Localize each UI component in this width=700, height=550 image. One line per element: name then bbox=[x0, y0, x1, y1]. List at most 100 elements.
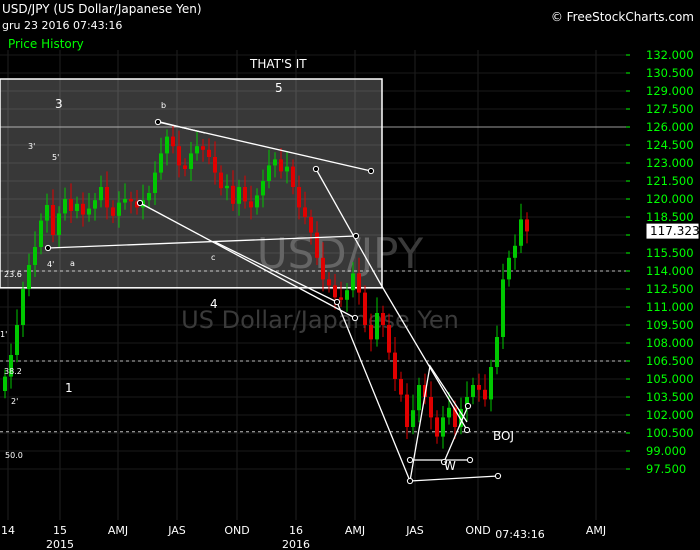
candle-body bbox=[273, 159, 277, 166]
candle-body bbox=[45, 205, 49, 221]
candle-body bbox=[489, 367, 493, 400]
label-wave-w: W bbox=[444, 459, 456, 473]
candle-body bbox=[321, 257, 325, 280]
y-tick-label: 127.500 bbox=[646, 102, 694, 116]
candle-body bbox=[297, 187, 301, 208]
y-tick-label: 99.000 bbox=[646, 444, 686, 458]
candle-body bbox=[135, 201, 139, 208]
candle-body bbox=[117, 202, 121, 216]
candle-body bbox=[177, 146, 181, 166]
candle-body bbox=[171, 136, 175, 147]
candle-body bbox=[141, 200, 145, 208]
candle-body bbox=[21, 289, 25, 325]
x-tick-label: OND bbox=[224, 524, 249, 537]
candle-body bbox=[237, 187, 241, 204]
candle-body bbox=[99, 187, 103, 201]
pivot-marker bbox=[352, 232, 360, 240]
candle-body bbox=[111, 207, 115, 216]
trend-line bbox=[315, 168, 468, 431]
label-thats-it: THAT'S IT bbox=[249, 57, 307, 71]
candle-body bbox=[261, 181, 265, 196]
trend-line bbox=[443, 405, 469, 463]
candle-body bbox=[213, 157, 217, 173]
candle-body bbox=[27, 265, 31, 289]
y-tick-label: 112.500 bbox=[646, 282, 694, 296]
candle-body bbox=[501, 279, 505, 337]
y-tick-label: 123.000 bbox=[646, 156, 694, 170]
pivot-marker bbox=[44, 244, 52, 252]
y-tick-label: 130.500 bbox=[646, 66, 694, 80]
trend-line bbox=[139, 202, 356, 319]
candle-body bbox=[519, 219, 523, 246]
y-tick-label: 124.500 bbox=[646, 138, 694, 152]
candle-body bbox=[189, 153, 193, 169]
chart-title: USD/JPY (US Dollar/Japanese Yen) bbox=[2, 2, 202, 16]
candle-body bbox=[255, 195, 259, 208]
candle-body bbox=[165, 136, 169, 154]
candle-body bbox=[477, 385, 481, 390]
y-tick-label: 103.500 bbox=[646, 390, 694, 404]
candle-body bbox=[225, 185, 229, 189]
y-tick-label: 97.500 bbox=[646, 462, 686, 476]
candle-body bbox=[75, 203, 79, 211]
pivot-marker bbox=[494, 472, 502, 480]
candle-body bbox=[447, 407, 451, 418]
pivot-marker bbox=[136, 199, 144, 207]
candle-body bbox=[459, 409, 463, 427]
candle-body bbox=[63, 199, 67, 214]
candle-body bbox=[303, 207, 307, 217]
candle-body bbox=[279, 159, 283, 172]
label-wave-5: 5 bbox=[275, 81, 283, 95]
candle-body bbox=[267, 165, 271, 181]
candle-body bbox=[357, 273, 361, 293]
label-fib-38-2: 38.2 bbox=[4, 367, 22, 376]
label-fib-23-6: 23.6 bbox=[4, 270, 22, 279]
y-tick-label: 108.000 bbox=[646, 336, 694, 350]
candle-body bbox=[231, 185, 235, 204]
y-tick-label: 106.500 bbox=[646, 354, 694, 368]
pivot-marker bbox=[463, 426, 471, 434]
candle-body bbox=[333, 285, 337, 298]
candle-body bbox=[285, 166, 289, 172]
candle-body bbox=[39, 220, 43, 247]
pivot-marker bbox=[154, 118, 162, 126]
pivot-marker bbox=[312, 165, 320, 173]
candle-body bbox=[309, 217, 313, 233]
bottom-time: 07:43:16 bbox=[495, 528, 544, 541]
pivot-marker bbox=[406, 456, 414, 464]
y-tick-label: 102.000 bbox=[646, 408, 694, 422]
candle-body bbox=[525, 219, 529, 232]
candle-body bbox=[57, 213, 61, 235]
y-tick-label: 118.500 bbox=[646, 210, 694, 224]
x-tick-label: 16 bbox=[289, 524, 303, 537]
candle-body bbox=[375, 313, 379, 340]
y-tick-label: 120.000 bbox=[646, 192, 694, 206]
candle-body bbox=[399, 379, 403, 395]
pivot-marker bbox=[406, 477, 414, 485]
candle-body bbox=[33, 247, 37, 265]
candle-body bbox=[513, 245, 517, 258]
label-wave-1-prime: 1' bbox=[0, 330, 7, 339]
chart-datetime: gru 23 2016 07:43:16 bbox=[2, 19, 123, 32]
label-wave-4-prime: 4' bbox=[47, 260, 54, 269]
y-tick-label: 121.500 bbox=[646, 174, 694, 188]
candle-body bbox=[363, 292, 367, 325]
candle-body bbox=[69, 199, 73, 211]
candle-body bbox=[195, 146, 199, 154]
x-tick-label: AMJ bbox=[586, 524, 606, 537]
candle-body bbox=[15, 325, 19, 355]
y-tick-label: 105.000 bbox=[646, 372, 694, 386]
candle-body bbox=[405, 394, 409, 427]
y-tick-label: 111.000 bbox=[646, 300, 694, 314]
label-wave-c: c bbox=[211, 253, 215, 262]
price-history-label[interactable]: Price History bbox=[8, 37, 84, 51]
label-wave-b: b bbox=[161, 101, 166, 110]
trend-line bbox=[159, 121, 206, 134]
candle-body bbox=[129, 199, 133, 202]
candle-body bbox=[183, 165, 187, 169]
label-boj: BOJ bbox=[493, 429, 514, 443]
y-tick-label: 109.500 bbox=[646, 318, 694, 332]
x-tick-year: 2015 bbox=[46, 538, 74, 550]
x-tick-label: OND bbox=[465, 524, 490, 537]
x-tick-label: JAS bbox=[405, 524, 424, 537]
